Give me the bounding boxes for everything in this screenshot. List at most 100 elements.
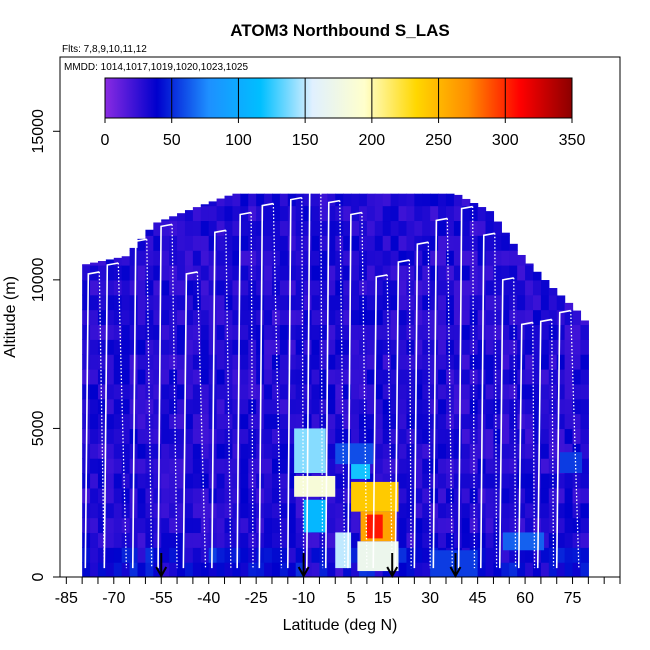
heatmap-cell [161,339,170,355]
heatmap-cell [406,294,415,311]
heatmap-cell [224,532,234,548]
heatmap-cell [461,369,471,385]
heatmap-cell [343,220,352,236]
heatmap-cell [461,473,471,489]
heatmap-cell [509,443,518,459]
heatmap-cell [351,383,360,400]
heatmap-cell [540,547,550,563]
heatmap-cell [184,413,194,430]
heatmap-cell [414,339,423,355]
heatmap-cell [358,309,368,326]
heatmap-cell [303,309,313,326]
heatmap-cell [525,324,534,340]
heatmap-cell [169,473,178,489]
heatmap-cell [192,207,202,222]
heatmap-cell [509,369,518,385]
heatmap-cell [525,413,534,430]
heatmap-cell [556,383,566,400]
colorbar-tick-label: 350 [559,132,586,149]
heatmap-cell [240,193,249,207]
heatmap-cell [240,279,249,296]
heatmap-cell [358,413,368,430]
flight-track-descent [446,218,453,569]
heatmap-cell [105,458,115,474]
heatmap-cell [192,235,202,251]
heatmap-cell [366,235,376,251]
heatmap-cell [105,354,115,370]
heatmap-cell [517,279,526,296]
heatmap-cell [279,309,289,326]
heatmap-cell [351,339,360,355]
heatmap-cell [414,193,423,207]
heatmap-cell [390,383,400,400]
heatmap-cell [509,243,518,251]
heatmap-cell [264,473,273,489]
heatmap-cell [105,502,115,519]
heatmap-cell [509,502,518,519]
heatmap-cell [358,250,368,266]
heatmap-cell [256,205,265,222]
heatmap-cell [145,354,154,370]
heatmap-cell [556,487,566,504]
heatmap-cell [216,220,226,236]
heatmap-cell [279,383,289,400]
heatmap-cell [532,383,542,400]
heatmap-cell [161,219,170,222]
heatmap-cell [366,428,376,444]
heatmap-cell [438,324,447,340]
heatmap-cell [240,502,249,519]
heatmap-cell [406,250,415,266]
x-tick-label: 5 [347,590,356,607]
heatmap-cell [232,473,241,489]
heatmap-cell [224,517,234,534]
colorbar: 0 50 100 150 200 250 300 350 [101,77,586,149]
heatmap-cell [525,562,534,577]
heatmap-cell [335,324,344,340]
heatmap-cell [358,205,368,222]
heatmap-cell [232,487,241,504]
heatmap-cell [493,517,502,534]
heatmap-cell [501,383,510,400]
heatmap-cell [216,265,226,281]
heatmap-cell [580,354,589,370]
heatmap-cell [153,279,162,296]
heatmap-cell [82,532,91,548]
heatmap-cell [445,473,455,489]
heatmap-cell [343,413,352,430]
heatmap-cell [271,324,281,340]
heatmap-cell [469,502,479,519]
heatmap-cell [248,294,257,311]
heatmap-cell [153,443,162,459]
heatmap-cell [343,398,352,415]
heatmap-cell [240,294,249,311]
heatmap-cell [279,458,289,474]
heatmap-cell [366,324,376,340]
heatmap-cell [438,383,447,400]
heatmap-cell [438,487,447,504]
heatmap-cell [390,250,400,266]
heatmap-cell [438,428,447,444]
heatmap-cell [327,354,336,370]
heatmap-cell [414,487,423,504]
heatmap-cell [517,547,526,563]
heatmap-cell [477,562,487,577]
heatmap-cell [129,309,139,326]
heatmap-cell [366,398,376,415]
heatmap-cell [216,354,226,370]
heatmap-cell [509,279,518,296]
heatmap-cell [406,443,415,459]
heatmap-cell [264,428,273,444]
heatmap-cell [145,279,154,296]
heatmap-cell [572,413,582,430]
heatmap-cell [406,235,415,251]
heatmap-cell [485,324,495,340]
heatmap-cell [509,473,518,489]
heatmap-cell [153,428,162,444]
heatmap-cell [248,265,257,281]
heatmap-cell [469,279,479,296]
heatmap-cell [105,532,115,548]
latitude-arrow-head [449,566,462,579]
heatmap-cell [208,294,218,311]
heatmap-cell [161,220,170,236]
heatmap-cell [532,369,542,385]
